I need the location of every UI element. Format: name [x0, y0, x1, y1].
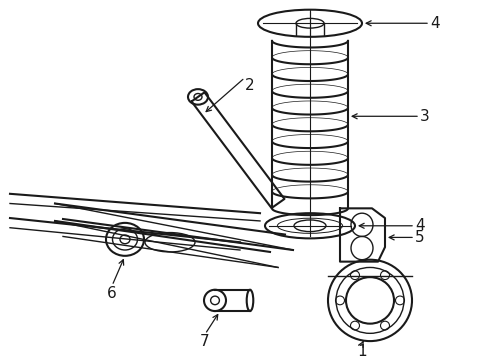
- Text: 4: 4: [430, 16, 440, 31]
- Text: 1: 1: [357, 344, 367, 359]
- Text: 2: 2: [245, 77, 255, 93]
- Text: 3: 3: [420, 109, 430, 124]
- Text: 4: 4: [415, 218, 425, 233]
- Text: 6: 6: [107, 286, 117, 301]
- Text: 7: 7: [200, 334, 210, 349]
- Text: 5: 5: [415, 230, 425, 245]
